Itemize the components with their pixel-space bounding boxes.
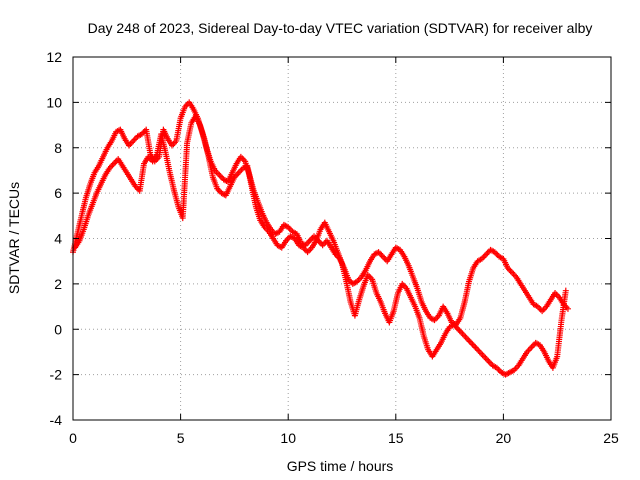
y-tick-label: -4 bbox=[50, 412, 63, 428]
y-tick-label: 2 bbox=[54, 276, 62, 292]
y-tick-label: 12 bbox=[46, 49, 62, 65]
y-tick-labels: -4 -2 0 2 4 6 8 10 12 bbox=[46, 49, 62, 428]
x-tick-label: 5 bbox=[177, 430, 185, 446]
x-axis-title: GPS time / hours bbox=[287, 458, 394, 474]
y-tick-label: 0 bbox=[54, 321, 62, 337]
x-tick-label: 10 bbox=[280, 430, 296, 446]
grid bbox=[73, 57, 611, 420]
x-tick-label: 25 bbox=[603, 430, 619, 446]
x-tick-label: 0 bbox=[69, 430, 77, 446]
x-tick-label: 20 bbox=[496, 430, 512, 446]
y-tick-label: 6 bbox=[54, 185, 62, 201]
data-points bbox=[70, 99, 571, 378]
y-axis-title: SDTVAR / TECUs bbox=[6, 182, 22, 294]
chart-title: Day 248 of 2023, Sidereal Day-to-day VTE… bbox=[88, 20, 593, 36]
series bbox=[72, 112, 569, 378]
data-point bbox=[562, 287, 569, 294]
series bbox=[70, 99, 571, 328]
x-tick-labels: 0 5 10 15 20 25 bbox=[69, 430, 619, 446]
x-tick-label: 15 bbox=[388, 430, 404, 446]
axis-ticks bbox=[72, 56, 612, 421]
y-tick-label: 10 bbox=[46, 94, 62, 110]
y-tick-label: -2 bbox=[50, 367, 63, 383]
y-tick-label: 4 bbox=[54, 231, 62, 247]
y-tick-label: 8 bbox=[54, 140, 62, 156]
data-point bbox=[564, 305, 571, 312]
